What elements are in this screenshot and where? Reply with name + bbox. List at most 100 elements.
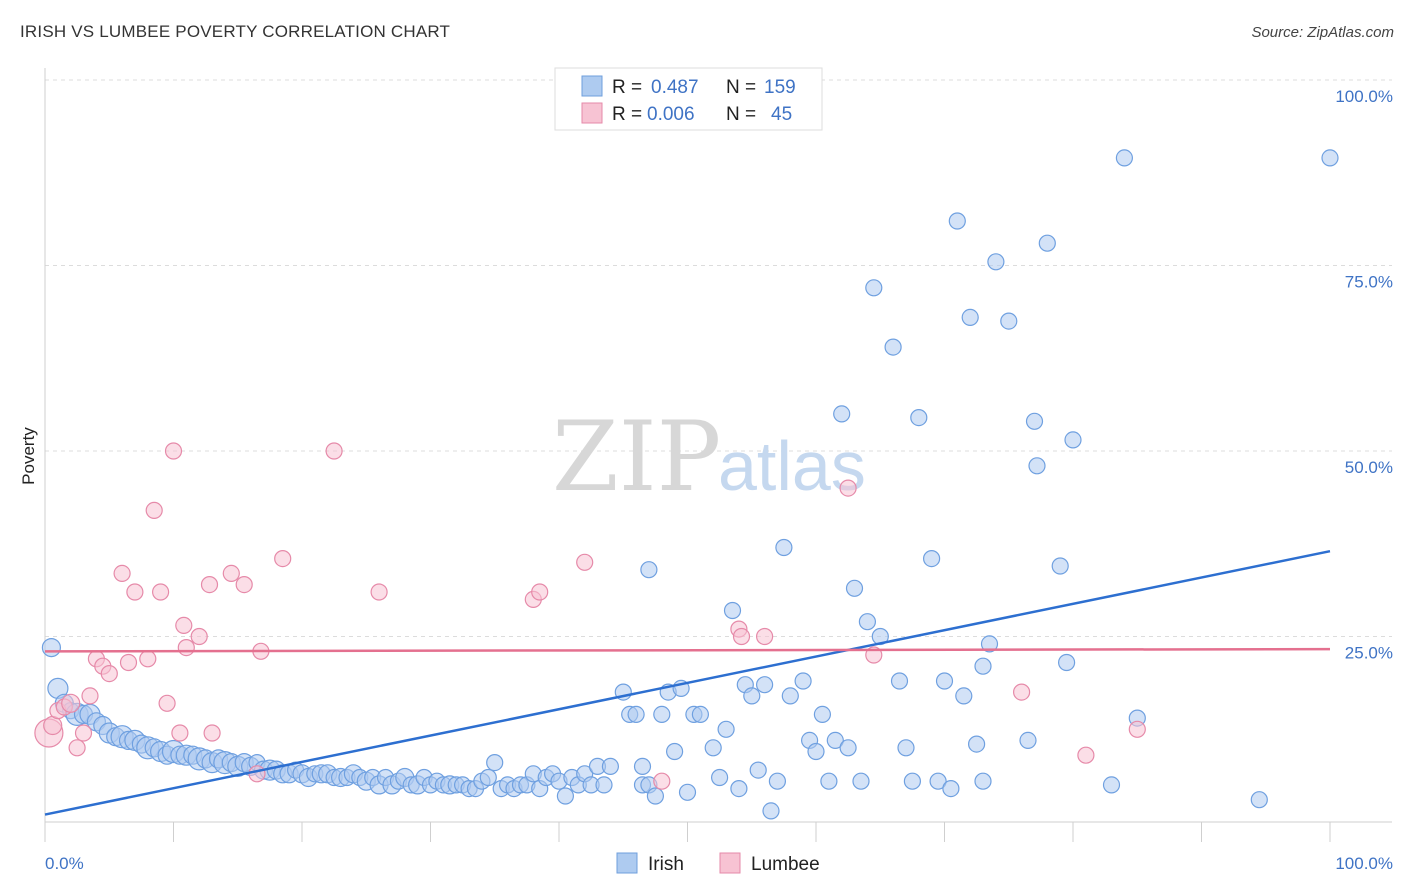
legend-n-value-irish: 159 [764,77,796,98]
irish-point-158 [1321,149,1339,167]
legend-bottom-swatch-lumbee [719,852,741,874]
lumbee-point-23 [200,575,219,594]
x-tick-label-0: 0.0% [45,854,84,873]
y-tick-label-2: 75.0% [1345,273,1393,292]
legend-n-label-irish: N = [726,77,756,98]
lumbee-point-20 [175,616,193,635]
irish-point-157 [1250,791,1268,809]
lumbee-point-30 [325,442,343,460]
irish-point-111 [755,676,774,694]
irish-point-122 [833,405,851,423]
irish-point-87 [601,757,620,776]
irish-point-114 [775,538,793,557]
lumbee-point-10 [100,664,118,683]
trend-lines [44,549,1331,816]
irish-point-103 [704,739,722,757]
irish-point-119 [813,705,832,724]
legend-bottom-label-irish: Irish [648,854,684,875]
irish-point-134 [922,549,941,568]
x-tick-label-1: 100.0% [1335,854,1393,873]
lumbee-point-22 [190,627,208,646]
lumbee-point-34 [576,553,594,571]
lumbee-point-19 [171,724,189,742]
lumbee-point-42 [1077,746,1095,764]
lumbee-point-12 [119,653,138,672]
irish-point-133 [910,409,928,427]
irish-point-69 [486,753,504,772]
irish-point-115 [781,687,799,705]
irish-point-109 [743,687,761,705]
irish-point-126 [858,613,877,631]
x-tick-labels: 0.0% 100.0% [45,854,1393,873]
y-tick-label-3: 100.0% [1335,87,1393,106]
lumbee-point-6 [74,724,93,742]
irish-point-139 [955,687,973,705]
legend-swatch-lumbee [581,102,603,124]
irish-point-116 [794,672,812,690]
lumbee-point-17 [158,694,176,712]
legend-n-label-lumbee: N = [726,104,756,125]
irish-point-110 [749,761,767,779]
irish-point-155 [1115,149,1134,167]
legend-swatch-irish [581,75,603,97]
irish-point-127 [865,279,883,297]
irish-point-141 [967,735,986,753]
lumbee-point-38 [755,627,774,646]
chart-title: IRISH VS LUMBEE POVERTY CORRELATION CHAR… [20,22,451,41]
irish-point-125 [852,772,870,790]
lumbee-point-21 [177,638,195,657]
lumbee-point-13 [126,583,144,601]
lumbee-point-35 [653,772,671,790]
lumbee-point-5 [68,739,86,757]
irish-point-135 [929,772,947,790]
irish-point-121 [826,731,844,750]
irish-point-113 [768,772,787,790]
irish-point-93 [640,561,658,579]
legend-r-label-lumbee: R = [612,104,642,125]
irish-point-151 [1051,557,1069,575]
lumbee-point-24 [203,724,221,742]
lumbee-point-18 [164,442,183,460]
irish-point-105 [717,720,735,738]
irish-point-147 [1019,731,1037,750]
irish-point-112 [762,802,780,820]
y-axis-title: Poverty [19,427,38,485]
irish-point-142 [974,657,992,675]
irish-point-100 [678,783,697,801]
irish-point-68 [479,768,497,787]
legend-top: R = 0.487 N = 159 R = 0.006 N = 45 [554,67,823,131]
lumbee-point-33 [531,583,549,601]
legend-r-value-irish: 0.487 [651,77,699,98]
y-tick-labels: 25.0% 50.0% 75.0% 100.0% [1335,87,1393,663]
irish-point-146 [1000,312,1018,330]
irish-point-118 [807,742,825,761]
irish-point-104 [710,768,729,787]
lumbee-point-26 [235,575,253,594]
irish-point-148 [1025,412,1044,430]
irish-point-90 [627,705,645,724]
irish-point-95 [646,787,665,805]
irish-trend-line [44,549,1331,816]
lumbee-point-16 [152,583,170,601]
axes [44,68,1392,842]
irish-point-144 [980,635,999,653]
irish-point-145 [987,253,1005,271]
irish-point-149 [1028,457,1046,475]
y-tick-label-1: 50.0% [1345,458,1393,477]
irish-point-124 [845,579,864,597]
scatter-points [34,149,1339,820]
legend-bottom-label-lumbee: Lumbee [751,854,820,875]
lumbee-point-27 [248,765,266,783]
lumbee-point-31 [370,583,388,601]
lumbee-point-7 [81,687,99,705]
gridlines [45,79,1392,637]
irish-point-0 [41,637,62,658]
irish-point-130 [890,672,909,690]
legend-n-value-lumbee: 45 [771,104,792,125]
legend-bottom-swatch-irish [616,852,638,874]
lumbee-point-43 [1128,720,1146,738]
irish-point-140 [961,308,979,326]
irish-point-98 [665,742,684,761]
irish-point-107 [730,779,748,798]
